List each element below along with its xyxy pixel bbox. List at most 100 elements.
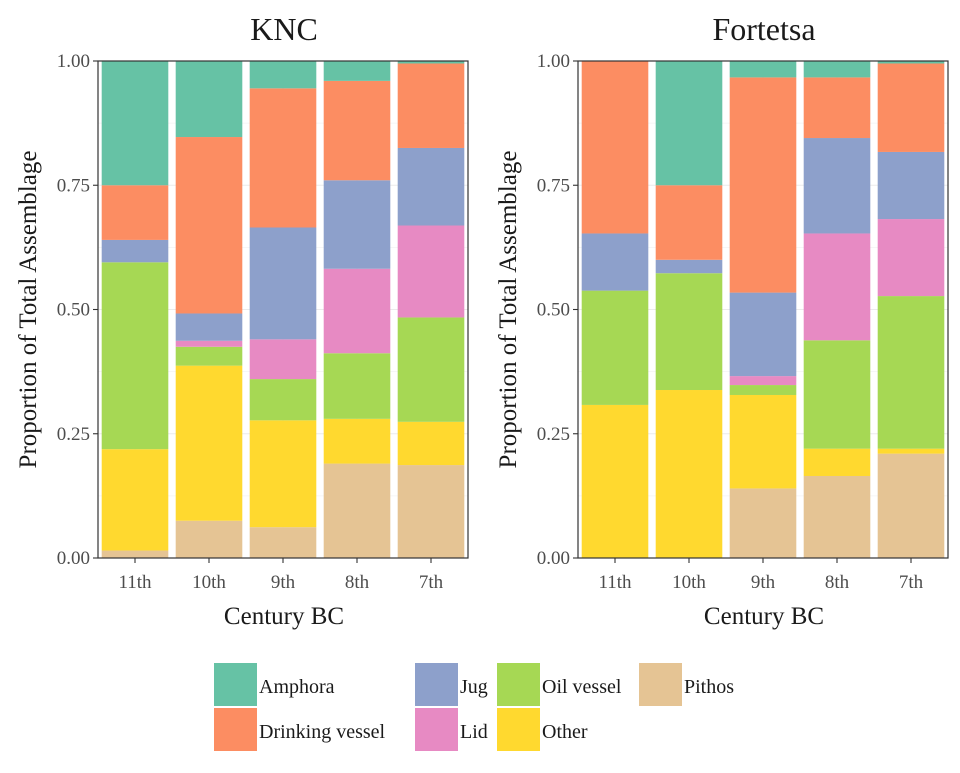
bar-segment-other xyxy=(803,448,871,476)
legend-label: Lid xyxy=(460,721,488,743)
y-tick-label: 1.00 xyxy=(57,51,90,72)
x-tick-label: 8th xyxy=(345,572,370,593)
bar-segment-pithos xyxy=(729,488,797,558)
x-tick-label: 7th xyxy=(899,572,924,593)
bar-segment-oil-vessel xyxy=(581,290,649,405)
x-tick-label: 10th xyxy=(192,572,226,593)
bar-segment-pithos xyxy=(877,453,945,558)
bar-segment-oil-vessel xyxy=(249,379,317,421)
bar-segment-jug xyxy=(101,239,169,263)
y-tick-label: 1.00 xyxy=(537,51,570,72)
bar-segment-pithos xyxy=(175,520,243,558)
x-tick-label: 9th xyxy=(751,572,776,593)
y-axis-title: Proportion of Total Assemblage xyxy=(495,151,522,469)
bar-segment-lid xyxy=(803,233,871,341)
bar-segment-oil-vessel xyxy=(397,317,465,422)
bar-segment-jug xyxy=(175,313,243,341)
bar-segment-oil-vessel xyxy=(877,296,945,449)
x-tick-label: 11th xyxy=(598,572,632,593)
bar-segment-other xyxy=(729,394,797,489)
bar-segment-jug xyxy=(581,233,649,291)
bar-segment-oil-vessel xyxy=(729,385,797,395)
bar-segment-amphora xyxy=(323,61,391,81)
bar-segment-drinking-vessel xyxy=(729,77,797,293)
x-tick-label: 11th xyxy=(118,572,152,593)
bar-segment-pithos xyxy=(101,550,169,558)
legend-key xyxy=(415,663,458,706)
y-tick-label: 0.00 xyxy=(537,548,570,569)
bar-segment-jug xyxy=(803,138,871,234)
bar-segment-pithos xyxy=(803,475,871,558)
bar-segment-lid xyxy=(249,339,317,380)
x-tick-label: 10th xyxy=(672,572,706,593)
y-tick-label: 0.75 xyxy=(57,175,90,196)
bar-segment-other xyxy=(655,390,723,558)
bar-segment-amphora xyxy=(249,61,317,89)
bar-segment-amphora xyxy=(175,61,243,138)
x-tick-label: 9th xyxy=(271,572,296,593)
bar-segment-amphora xyxy=(803,61,871,78)
bar-segment-drinking-vessel xyxy=(803,77,871,139)
y-tick-label: 0.50 xyxy=(537,300,570,321)
bar-segment-amphora xyxy=(101,61,169,186)
bar-segment-lid xyxy=(729,376,797,386)
bar-segment-other xyxy=(397,421,465,466)
bar-segment-jug xyxy=(729,292,797,377)
legend-label: Drinking vessel xyxy=(259,721,386,743)
legend-label: Jug xyxy=(460,676,488,698)
x-axis-title: Century BC xyxy=(224,603,344,630)
panel-title: KNC xyxy=(250,11,318,47)
legend-key xyxy=(497,663,540,706)
bar-segment-lid xyxy=(323,268,391,354)
bar-segment-jug xyxy=(397,147,465,226)
bar-segment-pithos xyxy=(249,527,317,558)
bar-segment-amphora xyxy=(397,61,465,64)
bar-segment-lid xyxy=(397,225,465,318)
bar-segment-other xyxy=(877,448,945,454)
bar-segment-drinking-vessel xyxy=(249,88,317,228)
x-tick-label: 8th xyxy=(825,572,850,593)
legend-key xyxy=(497,708,540,751)
y-tick-label: 0.50 xyxy=(57,300,90,321)
y-tick-label: 0.00 xyxy=(57,548,90,569)
bar-segment-oil-vessel xyxy=(655,273,723,391)
legend-key xyxy=(214,663,257,706)
bar-segment-oil-vessel xyxy=(803,340,871,449)
bar-segment-jug xyxy=(249,227,317,340)
bar-segment-drinking-vessel xyxy=(175,137,243,314)
bar-segment-jug xyxy=(323,180,391,269)
y-tick-label: 0.25 xyxy=(537,424,570,445)
bar-segment-drinking-vessel xyxy=(877,63,945,152)
bar-segment-drinking-vessel xyxy=(655,185,723,260)
legend-label: Other xyxy=(542,721,588,743)
bar-segment-jug xyxy=(877,151,945,220)
bar-segment-amphora xyxy=(729,61,797,78)
bar-segment-lid xyxy=(877,219,945,297)
bar-segment-pithos xyxy=(397,465,465,558)
legend-label: Pithos xyxy=(684,676,734,698)
bar-segment-oil-vessel xyxy=(175,346,243,366)
legend-key xyxy=(415,708,458,751)
bar-segment-drinking-vessel xyxy=(101,185,169,240)
bar-segment-amphora xyxy=(877,61,945,64)
bar-segment-other xyxy=(175,365,243,521)
bar-segment-other xyxy=(581,404,649,558)
legend-key xyxy=(639,663,682,706)
bar-segment-oil-vessel xyxy=(323,353,391,419)
bar-segment-amphora xyxy=(655,61,723,186)
bar-segment-drinking-vessel xyxy=(397,63,465,148)
y-tick-label: 0.75 xyxy=(537,175,570,196)
y-tick-label: 0.25 xyxy=(57,424,90,445)
bar-segment-oil-vessel xyxy=(101,262,169,450)
y-axis-title: Proportion of Total Assemblage xyxy=(15,151,42,469)
bar-segment-pithos xyxy=(323,463,391,558)
legend-label: Amphora xyxy=(259,676,335,698)
x-tick-label: 7th xyxy=(419,572,444,593)
bar-segment-lid xyxy=(175,340,243,347)
bar-segment-other xyxy=(323,418,391,464)
x-axis-title: Century BC xyxy=(704,603,824,630)
bar-segment-drinking-vessel xyxy=(323,80,391,181)
legend-key xyxy=(214,708,257,751)
